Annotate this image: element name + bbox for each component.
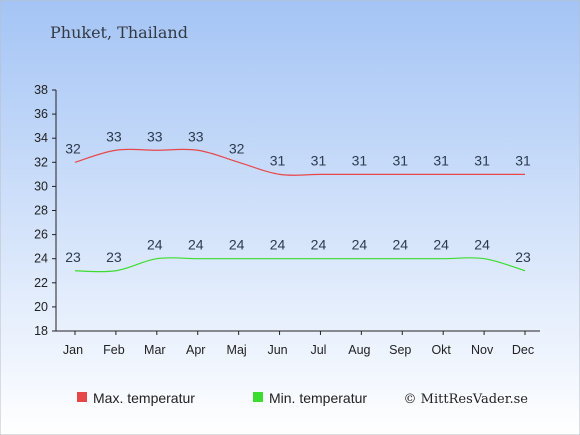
x-tick-label: Jun: [267, 343, 287, 357]
x-tick-label: Dec: [512, 343, 534, 357]
data-label-max: 33: [147, 128, 163, 144]
data-label-min: 24: [188, 237, 204, 253]
data-label-min: 24: [147, 237, 163, 253]
legend-swatch-max: [77, 392, 87, 402]
data-label-min: 24: [392, 237, 408, 253]
data-label-min: 23: [65, 249, 81, 265]
legend: Max. temperatur Min. temperatur: [77, 390, 367, 406]
series-line-max: [74, 148, 525, 176]
chart-title: Phuket, Thailand: [50, 23, 188, 42]
x-tick-label: Feb: [103, 343, 125, 357]
data-label-min: 24: [352, 237, 368, 253]
data-label-max: 31: [352, 152, 368, 168]
y-tick-label: 22: [34, 276, 48, 290]
axes: 18 20 22 24 26 28 30 32 34 36 38 Jan Feb Mar Apr Maj Jun…: [34, 83, 540, 357]
data-label-max: 32: [65, 140, 81, 156]
data-label-min: 23: [106, 249, 122, 265]
data-label-min: 24: [433, 237, 449, 253]
x-tick-label: Sep: [389, 343, 411, 357]
x-tick-label: Apr: [186, 343, 205, 357]
data-label-max: 33: [106, 128, 122, 144]
y-tick-label: 32: [34, 155, 48, 169]
data-label-max: 31: [392, 152, 408, 168]
data-label-max: 31: [270, 152, 286, 168]
data-label-min: 23: [515, 249, 531, 265]
y-tick-label: 34: [34, 131, 48, 145]
x-tick-label: Aug: [348, 343, 370, 357]
y-tick-label: 20: [34, 300, 48, 314]
data-label-min: 24: [229, 237, 245, 253]
x-tick-label: Okt: [431, 343, 451, 357]
y-tick-label: 18: [34, 324, 48, 338]
y-tick-label: 36: [34, 107, 48, 121]
x-tick-label: Jan: [63, 343, 83, 357]
legend-swatch-min: [253, 392, 263, 402]
data-labels: 32 33 33 33 32 31 31 31 31 31 31 31 23 23 24 24 24 24 24 24…: [65, 128, 531, 265]
data-label-max: 31: [311, 152, 327, 168]
data-label-max: 32: [229, 140, 245, 156]
y-tick-label: 26: [34, 228, 48, 242]
data-label-min: 24: [270, 237, 286, 253]
x-tick-label: Nov: [471, 343, 494, 357]
x-tick-label: Maj: [227, 343, 247, 357]
x-tick-label: Jul: [310, 343, 326, 357]
data-label-max: 31: [433, 152, 449, 168]
data-label-max: 33: [188, 128, 204, 144]
data-label-max: 31: [515, 152, 531, 168]
series-layer: [74, 148, 526, 273]
y-tick-label: 38: [34, 83, 48, 97]
data-label-min: 24: [474, 237, 490, 253]
legend-label-min: Min. temperatur: [269, 390, 367, 406]
y-tick-label: 28: [34, 204, 48, 218]
data-label-max: 31: [474, 152, 490, 168]
data-label-min: 24: [311, 237, 327, 253]
x-tick-label: Mar: [144, 343, 166, 357]
legend-label-max: Max. temperatur: [93, 390, 195, 406]
series-line-min: [74, 257, 526, 273]
y-tick-label: 24: [34, 252, 48, 266]
credit-text: © MittResVader.se: [404, 392, 529, 407]
y-tick-label: 30: [34, 179, 48, 193]
